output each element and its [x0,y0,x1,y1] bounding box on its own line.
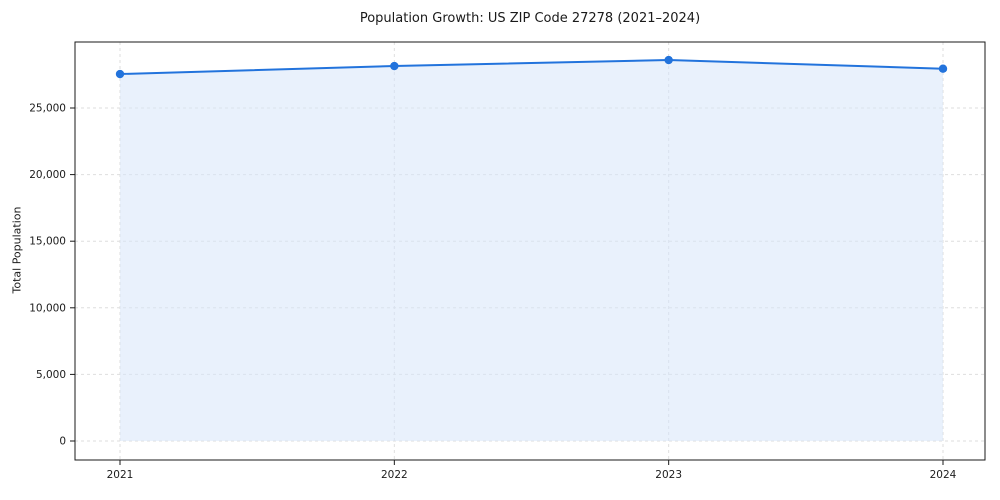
y-tick-label: 10,000 [29,302,66,314]
y-tick-label: 5,000 [36,369,66,381]
x-tick-label: 2023 [655,469,682,481]
series-line [119,59,944,76]
x-tick-label: 2021 [107,469,134,481]
data-point-marker [115,69,125,79]
data-point-marker [390,61,399,71]
chart-title: Population Growth: US ZIP Code 27278 (20… [359,11,701,26]
data-point-marker [664,55,673,65]
data-point-marker [938,64,948,73]
x-tick-label: 2024 [930,469,957,481]
x-tick-label: 2022 [381,469,408,481]
series-area-fill [120,60,943,441]
y-tick-label: 0 [59,436,66,448]
plot-border [74,41,986,461]
y-tick-label: 25,000 [29,103,66,115]
y-tick-label: 20,000 [29,169,66,181]
y-tick-label: 15,000 [29,236,66,248]
